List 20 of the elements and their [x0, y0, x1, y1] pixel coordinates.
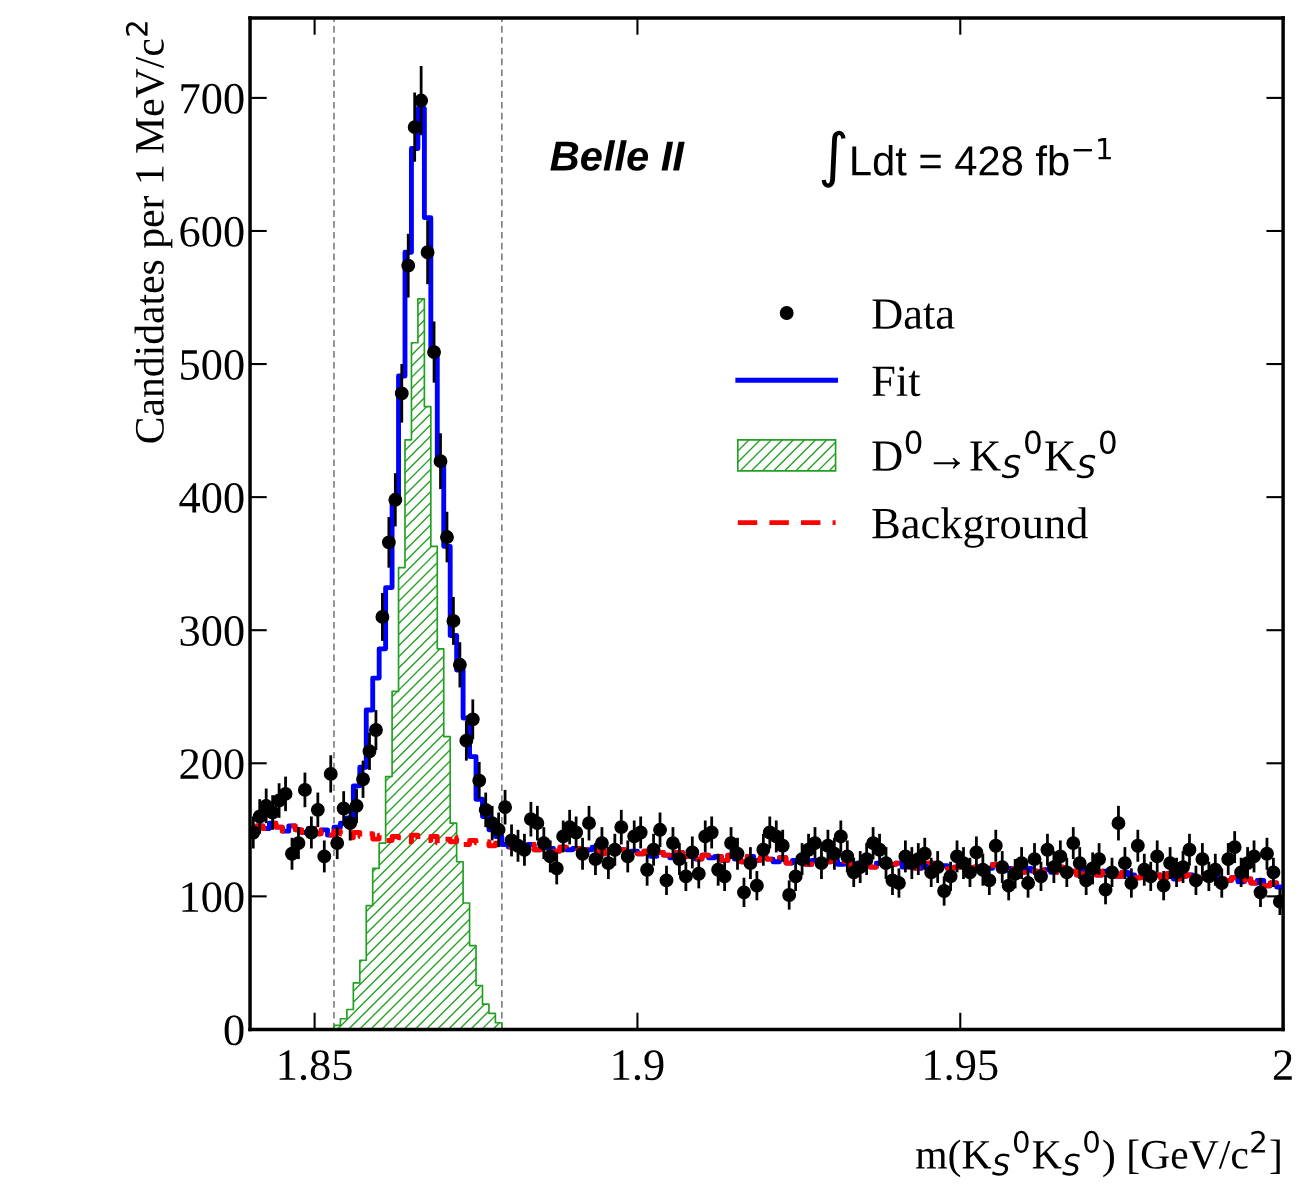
y-tick-label: 0: [224, 1015, 244, 1046]
y-tick-label: 200: [180, 749, 244, 780]
y-tick-label: 100: [182, 882, 244, 913]
x-tick-label: 1.9: [613, 1050, 664, 1081]
y-tick-label: 400: [179, 482, 244, 513]
annotation: ∫Ldt = 428 fb$^{−1}$: [821, 130, 1111, 188]
annotation: Belle II: [550, 140, 685, 171]
y-tick-label: 600: [180, 216, 244, 247]
legend-label: D$^{0}$→K$_{S}$$^{0}$K$_{S}$$^{0}$: [872, 430, 1116, 479]
y-axis-title: Candidates per 1 MeV/c$^{2}$: [125, 22, 173, 443]
y-tick-label: 300: [180, 616, 244, 647]
text: m(K$_{S}$$^{0}$K$_{S}$$^{0}$) [GeV/c$^{2}$]: [916, 1130, 1280, 1178]
x-tick-label: 2: [1273, 1050, 1292, 1080]
x-tick-label: 1.95: [925, 1050, 998, 1081]
y-tick-label: 700: [181, 83, 244, 114]
y-tick-label: 500: [181, 349, 244, 380]
legend-label: Data: [872, 299, 955, 329]
legend-label: Background: [872, 507, 1088, 548]
x-tick-label: 1.85: [279, 1050, 352, 1081]
legend-label: Fit: [872, 366, 921, 397]
